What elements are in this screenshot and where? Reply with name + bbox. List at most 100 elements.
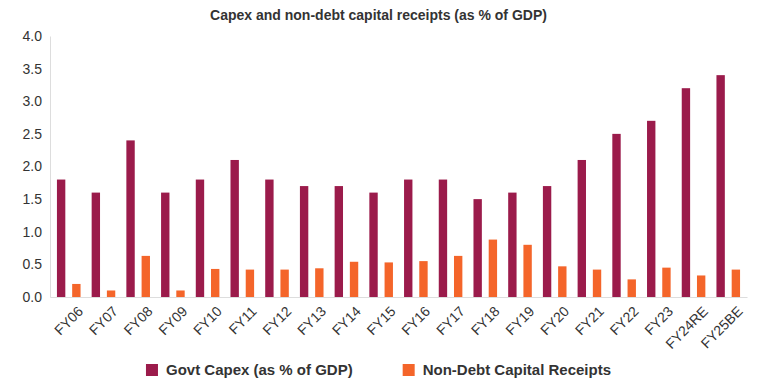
y-tick-label: 3.0 bbox=[23, 93, 43, 109]
bar bbox=[523, 245, 531, 297]
series bbox=[57, 75, 725, 297]
y-axis: 0.00.51.01.52.02.53.03.54.0 bbox=[23, 28, 51, 305]
x-tick: FY10 bbox=[190, 297, 225, 338]
x-tick: FY18 bbox=[468, 297, 503, 338]
x-tick-label: FY20 bbox=[537, 303, 572, 338]
x-tick-label: FY10 bbox=[190, 303, 225, 338]
x-tick: FY17 bbox=[433, 297, 468, 338]
y-tick-label: 2.5 bbox=[23, 126, 43, 142]
bar bbox=[265, 180, 273, 297]
bar bbox=[211, 269, 219, 297]
y-tick-label: 0.5 bbox=[23, 256, 43, 272]
bar bbox=[57, 180, 65, 297]
bar bbox=[716, 75, 724, 297]
bars bbox=[57, 75, 740, 297]
y-tick: 2.0 bbox=[23, 158, 50, 174]
bar bbox=[454, 256, 462, 297]
x-tick-label: FY17 bbox=[433, 303, 468, 338]
bar bbox=[350, 262, 358, 297]
bar bbox=[473, 199, 481, 297]
bar bbox=[628, 279, 636, 297]
bar bbox=[107, 290, 115, 297]
bar bbox=[369, 193, 377, 297]
x-tick-label: FY07 bbox=[86, 303, 121, 338]
x-tick: FY06 bbox=[51, 297, 86, 338]
y-tick-label: 2.0 bbox=[23, 158, 43, 174]
x-axis-line bbox=[51, 297, 748, 298]
x-tick: FY19 bbox=[502, 297, 537, 338]
x-tick-label: FY08 bbox=[121, 303, 156, 338]
legend-item: Govt Capex (as % of GDP) bbox=[146, 361, 353, 378]
x-tick: FY07 bbox=[86, 297, 121, 338]
bar bbox=[439, 180, 447, 297]
y-tick: 4.0 bbox=[23, 28, 50, 44]
bar bbox=[72, 284, 80, 297]
y-tick-label: 4.0 bbox=[23, 28, 43, 44]
bar bbox=[489, 240, 497, 297]
bar bbox=[300, 186, 308, 297]
y-tick: 0.5 bbox=[23, 256, 50, 272]
bar bbox=[92, 193, 100, 297]
x-tick: FY20 bbox=[537, 297, 572, 338]
x-tick-label: FY12 bbox=[259, 303, 294, 338]
bar bbox=[385, 262, 393, 297]
bar bbox=[126, 140, 134, 297]
y-tick: 0.0 bbox=[23, 289, 50, 305]
bar bbox=[246, 270, 254, 297]
x-tick-label: FY16 bbox=[398, 303, 433, 338]
x-tick-label: FY14 bbox=[329, 303, 364, 338]
bar bbox=[404, 180, 412, 297]
x-tick: FY25BE bbox=[697, 297, 745, 351]
x-tick: FY13 bbox=[294, 297, 329, 338]
x-tick: FY21 bbox=[572, 297, 607, 338]
bar bbox=[697, 275, 705, 297]
bar bbox=[558, 266, 566, 297]
bar bbox=[142, 256, 150, 297]
bar bbox=[612, 134, 620, 297]
bar bbox=[682, 88, 690, 297]
bar bbox=[543, 186, 551, 297]
x-tick-label: FY18 bbox=[468, 303, 503, 338]
y-tick: 3.0 bbox=[23, 93, 50, 109]
x-tick-label: FY22 bbox=[607, 303, 642, 338]
bar bbox=[508, 193, 516, 297]
bar bbox=[315, 268, 323, 297]
x-tick: FY09 bbox=[155, 297, 190, 338]
chart: Capex and non-debt capital receipts (as … bbox=[0, 0, 757, 386]
x-tick-label: FY11 bbox=[225, 303, 259, 337]
y-axis-line bbox=[50, 37, 51, 298]
x-tick: FY22 bbox=[607, 297, 642, 338]
bar bbox=[196, 180, 204, 297]
y-tick: 1.0 bbox=[23, 224, 50, 240]
y-tick: 2.5 bbox=[23, 126, 50, 142]
legend-item: Non-Debt Capital Receipts bbox=[403, 361, 611, 378]
x-tick: FY15 bbox=[364, 297, 399, 338]
bar bbox=[662, 268, 670, 297]
y-tick-label: 3.5 bbox=[23, 61, 43, 77]
x-tick: FY08 bbox=[121, 297, 156, 338]
x-tick-label: FY25BE bbox=[697, 303, 745, 351]
x-tick-label: FY19 bbox=[502, 303, 537, 338]
x-tick-label: FY06 bbox=[51, 303, 86, 338]
x-tick-label: FY15 bbox=[364, 303, 399, 338]
bar bbox=[161, 193, 169, 297]
bar bbox=[419, 261, 427, 297]
bar bbox=[335, 186, 343, 297]
x-axis: FY06FY07FY08FY09FY10FY11FY12FY13FY14FY15… bbox=[51, 297, 748, 352]
x-tick: FY16 bbox=[398, 297, 433, 338]
x-tick-label: FY13 bbox=[294, 303, 329, 338]
bar bbox=[593, 270, 601, 297]
x-tick: FY14 bbox=[329, 297, 364, 338]
x-tick: FY11 bbox=[225, 297, 259, 337]
y-tick-label: 0.0 bbox=[23, 289, 43, 305]
x-tick-label: FY21 bbox=[572, 303, 607, 338]
legend-label: Govt Capex (as % of GDP) bbox=[166, 361, 353, 378]
y-tick: 3.5 bbox=[23, 61, 50, 77]
legend-swatch bbox=[403, 364, 415, 376]
legend: Govt Capex (as % of GDP) Non-Debt Capital… bbox=[146, 361, 611, 378]
x-tick-label: FY09 bbox=[155, 303, 190, 338]
bar bbox=[280, 270, 288, 297]
bar bbox=[647, 121, 655, 297]
bar bbox=[176, 290, 184, 297]
bar bbox=[732, 270, 740, 297]
